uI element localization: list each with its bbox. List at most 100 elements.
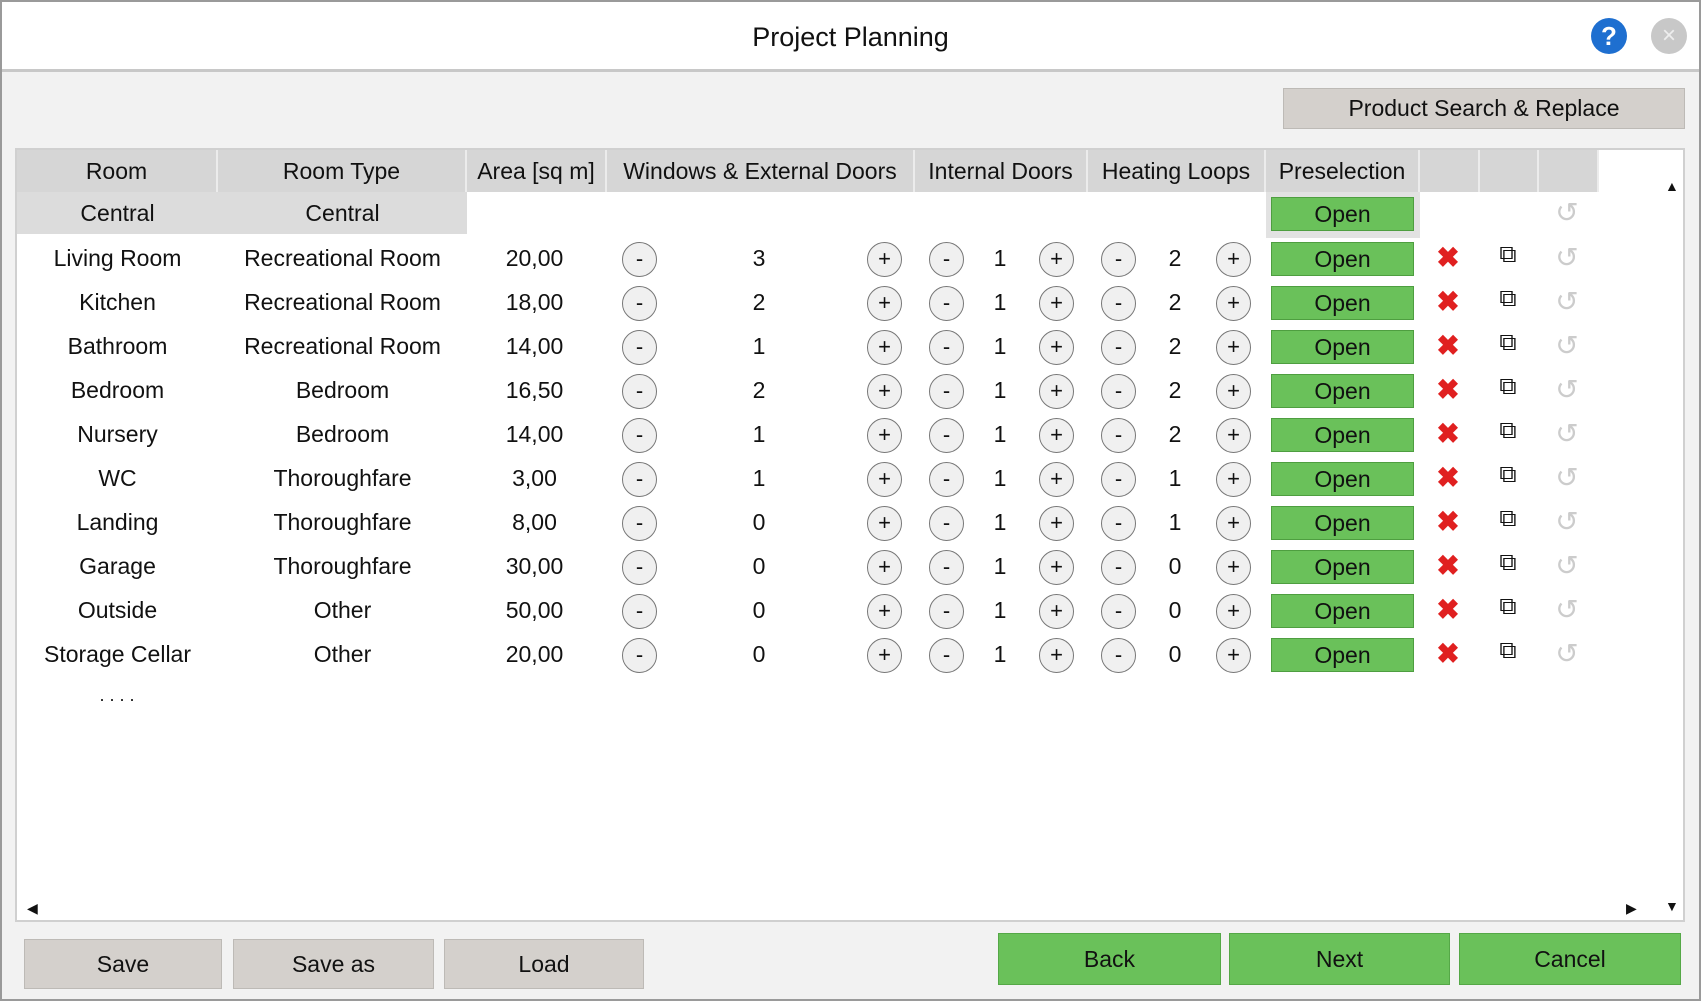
internal-doors-decrease-button[interactable]: - (929, 286, 964, 321)
scroll-right-arrow[interactable]: ▶ (1626, 900, 1637, 916)
save-button[interactable]: Save (24, 939, 222, 989)
internal-doors-increase-button[interactable]: + (1039, 242, 1074, 277)
column-header-undo[interactable] (1539, 150, 1599, 192)
internal-doors-decrease-button[interactable]: - (929, 638, 964, 673)
column-header-copy[interactable] (1480, 150, 1539, 192)
column-header-room[interactable]: Room (17, 150, 218, 192)
back-button[interactable]: Back (998, 933, 1221, 985)
windows-decrease-button[interactable]: - (622, 550, 657, 585)
undo-icon[interactable]: ↺ (1555, 506, 1579, 537)
heating-loops-increase-button[interactable]: + (1216, 374, 1251, 409)
windows-increase-button[interactable]: + (867, 462, 902, 497)
heating-loops-decrease-button[interactable]: - (1101, 286, 1136, 321)
preselection-open-button[interactable]: Open (1271, 286, 1414, 320)
preselection-open-button[interactable]: Open (1271, 638, 1414, 672)
save-as-button[interactable]: Save as (233, 939, 434, 989)
internal-doors-decrease-button[interactable]: - (929, 242, 964, 277)
windows-increase-button[interactable]: + (867, 506, 902, 541)
copy-icon[interactable]: ⧉ (1499, 461, 1517, 488)
undo-icon[interactable]: ↺ (1555, 242, 1579, 273)
undo-icon[interactable]: ↺ (1555, 550, 1579, 581)
central-preselection-open-button[interactable]: Open (1271, 197, 1414, 231)
internal-doors-decrease-button[interactable]: - (929, 462, 964, 497)
heating-loops-increase-button[interactable]: + (1216, 462, 1251, 497)
product-search-replace-button[interactable]: Product Search & Replace (1283, 88, 1685, 129)
windows-increase-button[interactable]: + (867, 330, 902, 365)
preselection-open-button[interactable]: Open (1271, 550, 1414, 584)
internal-doors-increase-button[interactable]: + (1039, 374, 1074, 409)
preselection-open-button[interactable]: Open (1271, 506, 1414, 540)
column-header-internal-doors[interactable]: Internal Doors (915, 150, 1088, 192)
copy-icon[interactable]: ⧉ (1499, 505, 1517, 532)
internal-doors-increase-button[interactable]: + (1039, 418, 1074, 453)
heating-loops-decrease-button[interactable]: - (1101, 638, 1136, 673)
undo-icon[interactable]: ↺ (1555, 594, 1579, 625)
windows-increase-button[interactable]: + (867, 286, 902, 321)
column-header-windows-external-doors[interactable]: Windows & External Doors (607, 150, 915, 192)
delete-icon[interactable]: ✖ (1436, 594, 1460, 625)
windows-increase-button[interactable]: + (867, 374, 902, 409)
internal-doors-increase-button[interactable]: + (1039, 594, 1074, 629)
heating-loops-increase-button[interactable]: + (1216, 638, 1251, 673)
copy-icon[interactable]: ⧉ (1499, 373, 1517, 400)
internal-doors-decrease-button[interactable]: - (929, 374, 964, 409)
windows-increase-button[interactable]: + (867, 242, 902, 277)
delete-icon[interactable]: ✖ (1436, 418, 1460, 449)
heating-loops-decrease-button[interactable]: - (1101, 594, 1136, 629)
windows-decrease-button[interactable]: - (622, 638, 657, 673)
delete-icon[interactable]: ✖ (1436, 462, 1460, 493)
internal-doors-increase-button[interactable]: + (1039, 506, 1074, 541)
delete-icon[interactable]: ✖ (1436, 638, 1460, 669)
scroll-down-arrow[interactable]: ▼ (1665, 898, 1679, 914)
heating-loops-decrease-button[interactable]: - (1101, 462, 1136, 497)
internal-doors-increase-button[interactable]: + (1039, 286, 1074, 321)
column-header-heating-loops[interactable]: Heating Loops (1088, 150, 1266, 192)
preselection-open-button[interactable]: Open (1271, 330, 1414, 364)
heating-loops-decrease-button[interactable]: - (1101, 374, 1136, 409)
delete-icon[interactable]: ✖ (1436, 330, 1460, 361)
undo-icon[interactable]: ↺ (1555, 374, 1579, 405)
heating-loops-increase-button[interactable]: + (1216, 550, 1251, 585)
heating-loops-decrease-button[interactable]: - (1101, 418, 1136, 453)
load-button[interactable]: Load (444, 939, 644, 989)
copy-icon[interactable]: ⧉ (1499, 285, 1517, 312)
internal-doors-increase-button[interactable]: + (1039, 330, 1074, 365)
copy-icon[interactable]: ⧉ (1499, 593, 1517, 620)
internal-doors-decrease-button[interactable]: - (929, 330, 964, 365)
heating-loops-increase-button[interactable]: + (1216, 330, 1251, 365)
column-header-area[interactable]: Area [sq m] (467, 150, 607, 192)
windows-decrease-button[interactable]: - (622, 330, 657, 365)
windows-decrease-button[interactable]: - (622, 418, 657, 453)
delete-icon[interactable]: ✖ (1436, 242, 1460, 273)
internal-doors-decrease-button[interactable]: - (929, 594, 964, 629)
undo-icon[interactable]: ↺ (1555, 462, 1579, 493)
windows-increase-button[interactable]: + (867, 638, 902, 673)
delete-icon[interactable]: ✖ (1436, 286, 1460, 317)
windows-increase-button[interactable]: + (867, 418, 902, 453)
delete-icon[interactable]: ✖ (1436, 506, 1460, 537)
internal-doors-decrease-button[interactable]: - (929, 550, 964, 585)
heating-loops-increase-button[interactable]: + (1216, 242, 1251, 277)
close-icon[interactable]: × (1651, 18, 1687, 54)
help-icon[interactable]: ? (1591, 18, 1627, 54)
preselection-open-button[interactable]: Open (1271, 374, 1414, 408)
heating-loops-increase-button[interactable]: + (1216, 418, 1251, 453)
internal-doors-increase-button[interactable]: + (1039, 462, 1074, 497)
windows-decrease-button[interactable]: - (622, 242, 657, 277)
preselection-open-button[interactable]: Open (1271, 462, 1414, 496)
copy-icon[interactable]: ⧉ (1499, 549, 1517, 576)
windows-increase-button[interactable]: + (867, 594, 902, 629)
preselection-open-button[interactable]: Open (1271, 418, 1414, 452)
delete-icon[interactable]: ✖ (1436, 374, 1460, 405)
copy-icon[interactable]: ⧉ (1499, 417, 1517, 444)
heating-loops-decrease-button[interactable]: - (1101, 550, 1136, 585)
windows-increase-button[interactable]: + (867, 550, 902, 585)
column-header-delete[interactable] (1420, 150, 1480, 192)
heating-loops-decrease-button[interactable]: - (1101, 506, 1136, 541)
copy-icon[interactable]: ⧉ (1499, 241, 1517, 268)
windows-decrease-button[interactable]: - (622, 374, 657, 409)
copy-icon[interactable]: ⧉ (1499, 329, 1517, 356)
undo-icon[interactable]: ↺ (1555, 330, 1579, 361)
preselection-open-button[interactable]: Open (1271, 594, 1414, 628)
preselection-open-button[interactable]: Open (1271, 242, 1414, 276)
